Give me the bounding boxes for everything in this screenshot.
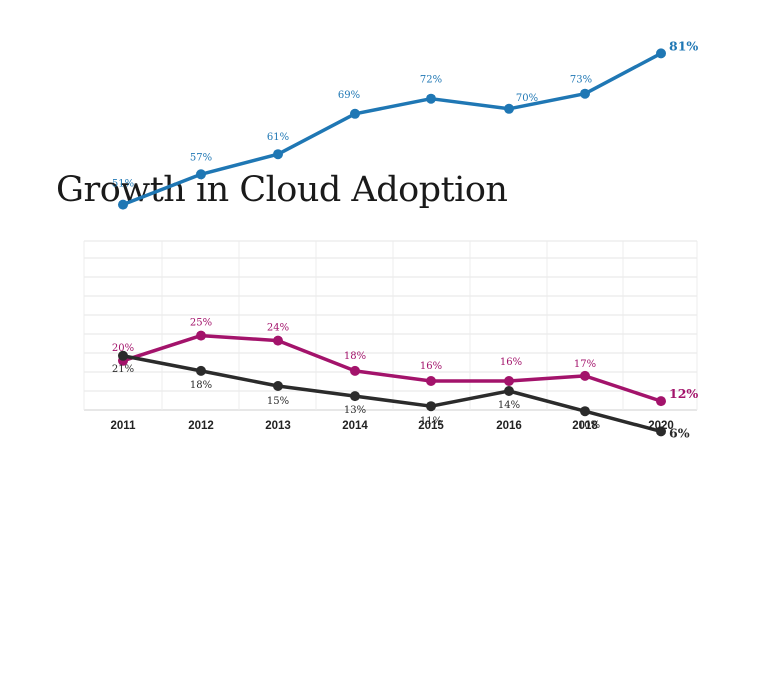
data-label: 73%: [570, 75, 592, 86]
data-point: [580, 370, 590, 381]
data-label: 61%: [267, 132, 289, 143]
data-label: 18%: [190, 380, 212, 391]
data-label: 69%: [338, 90, 360, 101]
data-point: [196, 365, 206, 376]
series-line-1: [121, 51, 663, 207]
data-point: [273, 149, 283, 160]
data-labels: 51% 57% 61% 69% 72% 70% 73% 81% 20% 25% 24% 18% 16% 1…: [112, 38, 699, 440]
x-tick-label: 2016: [496, 420, 522, 432]
data-label: 24%: [267, 323, 289, 334]
data-point: [504, 386, 514, 396]
data-point: [504, 376, 514, 386]
series-line-3: [121, 354, 663, 434]
data-label: 72%: [420, 75, 442, 86]
data-label: 21%: [112, 364, 134, 375]
data-point: [426, 93, 436, 104]
data-label: 81%: [669, 38, 698, 53]
data-label: 20%: [112, 343, 134, 354]
data-point: [118, 199, 128, 210]
data-point: [426, 401, 436, 412]
x-tick-label: 2015: [418, 420, 444, 432]
data-point: [580, 88, 590, 99]
x-tick-label: 2011: [111, 420, 137, 432]
data-label: 25%: [190, 318, 212, 329]
x-axis: 2011 2012 2013 2014 2015 2016 2018 2020: [111, 420, 674, 432]
series-line-2: [121, 333, 663, 403]
x-tick-label: 2020: [648, 420, 674, 432]
data-label: 15%: [267, 396, 289, 407]
x-tick-label: 2014: [342, 420, 368, 432]
data-label: 11%: [420, 416, 442, 427]
data-point: [504, 103, 514, 114]
x-tick-label: 2013: [265, 420, 291, 432]
data-label: 6%: [669, 425, 690, 440]
data-point: [350, 108, 360, 119]
data-label: 10%: [578, 420, 600, 431]
data-label: 16%: [500, 357, 522, 368]
data-point: [118, 350, 128, 361]
data-point: [426, 376, 436, 386]
data-point: [273, 381, 283, 391]
data-point: [656, 396, 666, 407]
chart-series: [118, 48, 666, 437]
chart-grid: [83, 240, 698, 411]
data-point: [656, 426, 666, 437]
data-label: 16%: [420, 361, 442, 372]
data-point: [273, 335, 283, 346]
data-label: 12%: [669, 386, 698, 401]
data-point: [580, 406, 590, 417]
data-label: 18%: [344, 351, 366, 362]
data-label: 14%: [498, 400, 520, 411]
data-label: 13%: [344, 405, 366, 416]
x-tick-label: 2018: [572, 420, 598, 432]
data-point: [196, 330, 206, 341]
x-tick-label: 2012: [188, 420, 214, 432]
data-label: 57%: [190, 152, 212, 163]
data-label: 51%: [112, 179, 134, 190]
data-point: [350, 391, 360, 402]
data-point: [656, 48, 666, 59]
data-point: [196, 169, 206, 180]
data-label: 17%: [574, 359, 596, 370]
chart-title: Growth in Cloud Adoption: [56, 170, 508, 210]
data-label: 70%: [516, 93, 538, 104]
data-point: [350, 365, 360, 376]
